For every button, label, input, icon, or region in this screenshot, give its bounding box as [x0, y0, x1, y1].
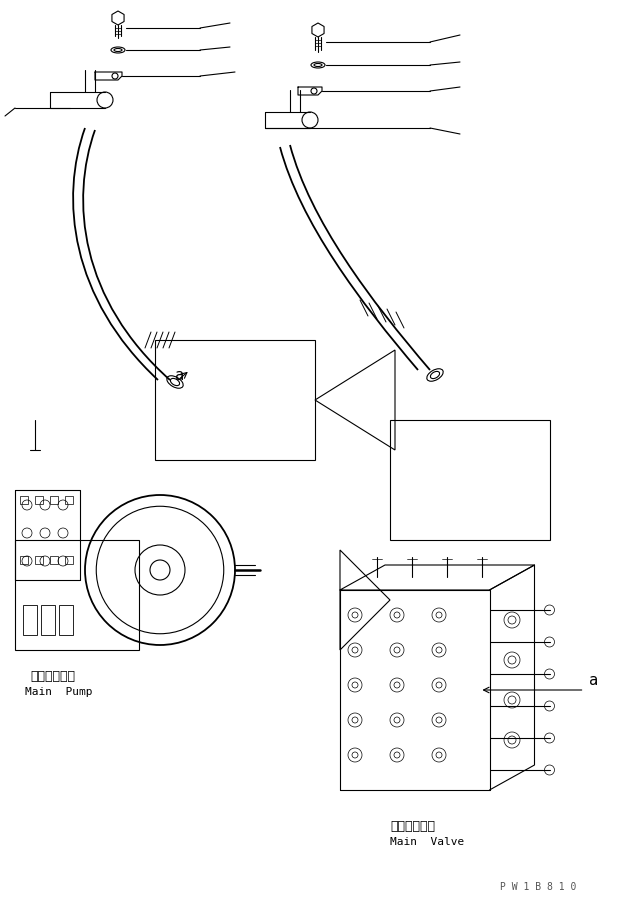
Bar	[20, 496, 28, 504]
Bar	[65, 496, 73, 504]
Text: Main  Valve: Main Valve	[390, 837, 464, 847]
Bar	[50, 556, 58, 564]
Text: Main  Pump: Main Pump	[25, 687, 93, 697]
Text: メインポンプ: メインポンプ	[30, 670, 75, 683]
Bar	[20, 556, 28, 564]
Bar	[65, 556, 73, 564]
Bar	[41, 605, 55, 635]
Text: a: a	[175, 368, 185, 383]
Bar	[50, 496, 58, 504]
Text: メインバルブ: メインバルブ	[390, 820, 435, 833]
Text: a: a	[590, 673, 598, 688]
Text: P W 1 B 8 1 0: P W 1 B 8 1 0	[500, 882, 576, 892]
Bar	[35, 496, 43, 504]
Bar	[390, 420, 550, 540]
Bar	[35, 556, 43, 564]
Bar	[59, 605, 73, 635]
Bar	[155, 340, 315, 460]
Bar	[23, 605, 37, 635]
